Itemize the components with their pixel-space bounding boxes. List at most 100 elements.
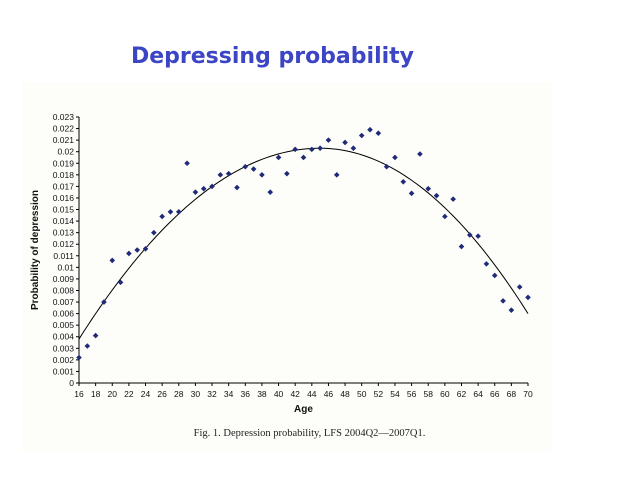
data-point xyxy=(217,172,224,178)
x-tick-label: 42 xyxy=(290,389,300,399)
y-tick-label: 0.019 xyxy=(53,158,75,168)
x-tick-label: 28 xyxy=(174,389,184,399)
x-tick-label: 68 xyxy=(507,389,517,399)
y-tick-label: 0.02 xyxy=(57,147,74,157)
data-point xyxy=(466,232,473,238)
data-point xyxy=(300,154,307,161)
data-point xyxy=(225,170,232,177)
y-tick-label: 0.021 xyxy=(53,135,75,145)
x-tick-label: 20 xyxy=(108,389,118,399)
y-tick-label: 0.005 xyxy=(53,320,75,330)
data-point xyxy=(317,145,323,152)
data-point xyxy=(151,229,157,236)
data-point xyxy=(76,354,82,361)
x-tick-label: 38 xyxy=(257,389,267,399)
y-axis-title: Probability of depression xyxy=(30,190,41,310)
data-point xyxy=(350,145,357,152)
x-tick-label: 60 xyxy=(440,389,450,399)
x-tick-label: 56 xyxy=(407,389,417,399)
data-point xyxy=(292,146,298,153)
data-point xyxy=(284,170,290,177)
figure-caption: Fig. 1. Depression probability, LFS 2004… xyxy=(193,428,426,439)
y-tick-label: 0.009 xyxy=(53,274,75,284)
x-tick-label: 22 xyxy=(124,389,134,399)
data-point xyxy=(267,189,274,195)
x-tick-label: 70 xyxy=(523,389,533,399)
y-tick-label: 0.007 xyxy=(53,297,75,307)
data-point xyxy=(117,279,124,286)
x-tick-label: 40 xyxy=(274,389,284,399)
data-point xyxy=(159,213,165,220)
data-point xyxy=(134,247,141,253)
y-tick-label: 0.003 xyxy=(53,343,75,353)
data-point xyxy=(491,272,498,279)
data-point xyxy=(126,250,132,257)
y-tick-label: 0.013 xyxy=(53,228,75,238)
data-point xyxy=(167,209,174,215)
x-tick-label: 24 xyxy=(141,389,151,399)
data-point xyxy=(375,130,382,136)
y-tick-label: 0.008 xyxy=(53,285,75,295)
x-tick-label: 50 xyxy=(357,389,367,399)
x-tick-label: 58 xyxy=(423,389,433,399)
x-tick-label: 36 xyxy=(241,389,251,399)
data-point xyxy=(101,299,107,305)
x-tick-label: 62 xyxy=(457,389,467,399)
x-tick-label: 48 xyxy=(340,389,350,399)
x-tick-label: 16 xyxy=(74,389,84,399)
data-point xyxy=(92,332,99,339)
y-tick-label: 0 xyxy=(69,378,74,388)
data-point xyxy=(184,160,190,167)
data-point xyxy=(500,298,506,304)
x-tick-label: 26 xyxy=(157,389,167,399)
data-point xyxy=(200,185,207,192)
y-tick-label: 0.023 xyxy=(53,112,75,122)
data-point xyxy=(383,163,390,170)
data-point xyxy=(525,294,531,301)
x-tick-label: 44 xyxy=(307,389,317,399)
data-point xyxy=(433,192,440,199)
data-point xyxy=(400,178,407,185)
y-tick-label: 0.002 xyxy=(53,355,75,365)
data-point xyxy=(142,246,149,252)
y-tick-label: 0.011 xyxy=(53,251,74,261)
data-point xyxy=(508,307,515,313)
data-point xyxy=(250,166,257,172)
data-point xyxy=(175,209,182,215)
y-tick-label: 0.017 xyxy=(53,181,75,191)
x-tick-label: 52 xyxy=(374,389,384,399)
x-tick-label: 18 xyxy=(91,389,101,399)
data-point xyxy=(367,126,373,133)
y-tick-label: 0.015 xyxy=(53,205,75,215)
data-point xyxy=(358,132,365,139)
chart-fitted-curve-layer xyxy=(78,147,529,340)
y-tick-label: 0.004 xyxy=(53,332,75,342)
x-axis-title: Age xyxy=(294,404,313,415)
data-point xyxy=(259,172,265,178)
y-tick-label: 0.006 xyxy=(53,309,75,319)
x-tick-label: 66 xyxy=(490,389,500,399)
data-point xyxy=(442,213,448,220)
data-point xyxy=(342,139,348,146)
data-point xyxy=(309,146,315,153)
x-tick-label: 64 xyxy=(473,389,483,399)
data-point xyxy=(333,172,340,178)
data-point xyxy=(483,261,490,267)
y-tick-label: 0.016 xyxy=(53,193,75,203)
y-tick-label: 0.01 xyxy=(57,262,74,272)
data-point xyxy=(325,137,332,143)
data-point xyxy=(450,196,456,202)
x-tick-label: 30 xyxy=(191,389,201,399)
data-point xyxy=(425,185,432,192)
y-tick-label: 0.014 xyxy=(53,216,75,226)
data-point xyxy=(417,151,423,157)
data-point xyxy=(458,243,465,250)
x-tick-label: 34 xyxy=(224,389,234,399)
y-tick-label: 0.001 xyxy=(53,366,75,376)
x-tick-label: 46 xyxy=(324,389,334,399)
y-tick-label: 0.018 xyxy=(53,170,75,180)
data-point xyxy=(192,189,199,195)
data-point xyxy=(392,154,398,161)
data-point xyxy=(275,154,282,161)
